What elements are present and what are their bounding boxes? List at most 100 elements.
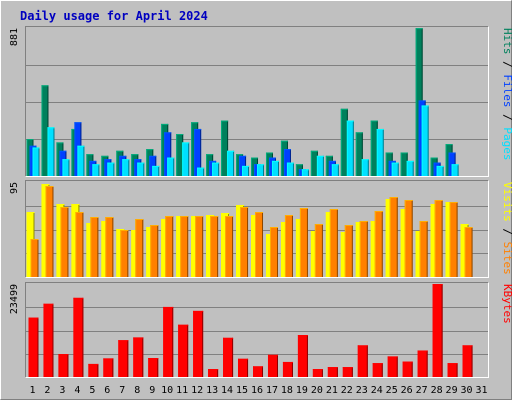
bar-hits-day-8-edge-left (131, 154, 133, 176)
bar-kbytes-day-29 (447, 363, 458, 377)
bar-visits-day-15-edge-left (236, 205, 238, 277)
bar-visits-day-21-edge-left (325, 212, 327, 277)
bar-pages-day-4-edge-right (83, 145, 85, 176)
bar-hits-day-26-edge-left (400, 152, 402, 176)
bar-sites-day-2 (45, 186, 54, 277)
bar-kbytes-day-4-fill (73, 297, 84, 377)
bar-pages-day-1-edge-right (38, 147, 40, 176)
bar-sites-day-22-edge-right (351, 225, 353, 277)
bar-kbytes-day-3 (58, 354, 69, 377)
bar-sites-day-4-edge-right (82, 212, 84, 277)
bar-kbytes-day-21-edge-top (327, 367, 338, 369)
panel-requests: 881 Hits / Files / Pages (9, 26, 512, 177)
bar-pages-day-13-edge-left (212, 162, 214, 176)
bar-pages-day-19-edge-right (307, 169, 309, 176)
bar-pages-day-10-edge-top (167, 157, 175, 159)
bar-sites-day-9-edge-left (150, 225, 152, 277)
bar-sites-day-18 (284, 215, 293, 277)
bar-kbytes-day-1-edge-left (28, 317, 30, 377)
bar-files-day-13-edge-left (209, 160, 211, 176)
bar-visits-day-10-edge-left (161, 219, 163, 277)
bar-sites-day-17-fill (269, 227, 278, 277)
bar-hits-day-24 (370, 120, 378, 176)
bar-hits-day-6-edge-top (101, 155, 109, 157)
bar-sites-day-17 (269, 227, 278, 277)
bar-kbytes-day-11 (178, 324, 189, 377)
legend-hits: Hits (501, 28, 512, 55)
bar-kbytes-day-26-edge-right (411, 361, 413, 377)
bar-hits-day-26-fill (400, 152, 408, 176)
bar-hits-day-11 (176, 134, 184, 176)
bar-pages-day-27-edge-left (421, 105, 423, 176)
bar-pages-day-29-fill (451, 164, 459, 176)
bar-pages-day-11-fill (182, 142, 190, 176)
bar-pages-day-22-fill (346, 120, 354, 176)
bar-hits-day-10-edge-top (161, 123, 169, 125)
bar-visits-day-7-edge-top (116, 229, 125, 230)
day-label-5: 5 (89, 385, 95, 396)
bar-files-day-12-fill (194, 128, 202, 176)
bar-visits-day-11-edge-left (176, 216, 178, 277)
bar-pages-day-19-fill (301, 169, 309, 176)
bar-kbytes-day-12 (193, 310, 204, 377)
bar-sites-day-13-edge-top (210, 216, 219, 217)
bar-pages-day-20-edge-right (322, 155, 324, 176)
bar-sites-day-30-fill (464, 227, 473, 277)
bar-kbytes-day-4 (73, 297, 84, 377)
bar-sites-day-22-edge-top (344, 225, 353, 226)
bar-kbytes-day-24 (372, 363, 383, 377)
bar-hits-day-15-edge-left (236, 154, 238, 176)
bar-files-day-13-edge-top (209, 160, 217, 162)
bar-kbytes-day-24-fill (372, 363, 383, 377)
bar-kbytes-day-28-fill (432, 284, 443, 377)
bar-kbytes-day-3-fill (58, 354, 69, 377)
bar-visits-day-4-edge-top (71, 204, 80, 205)
bar-pages-day-10 (167, 157, 175, 176)
bar-hits-day-28-edge-left (430, 157, 432, 176)
bar-kbytes-day-29-edge-top (447, 363, 458, 365)
panel-requests-legend: Hits / Files / Pages (501, 28, 512, 161)
bar-pages-day-2-edge-right (53, 127, 55, 176)
bar-hits-day-17-edge-left (265, 152, 267, 176)
bar-hits-day-2-edge-top (41, 85, 49, 87)
bar-sites-day-19-edge-left (299, 208, 301, 277)
bar-pages-day-22-edge-top (346, 120, 354, 122)
bar-hits-day-26-edge-top (400, 152, 408, 154)
bar-pages-day-4-edge-left (77, 145, 79, 176)
bar-sites-day-13-fill (210, 216, 219, 277)
day-label-15: 15 (236, 385, 248, 396)
bar-files-day-28-edge-top (433, 162, 441, 164)
bar-kbytes-day-24-edge-left (372, 363, 374, 377)
bar-pages-day-29 (451, 164, 459, 176)
bar-pages-day-24-edge-left (376, 128, 378, 176)
legend-separator: / (501, 108, 512, 128)
bar-files-day-21-edge-left (328, 160, 330, 176)
bar-visits-day-19-edge-left (295, 219, 297, 277)
bar-sites-day-13 (210, 216, 219, 277)
bar-pages-day-3 (62, 159, 70, 176)
bar-hits-day-23-edge-top (355, 132, 363, 134)
bar-files-day-17-edge-left (268, 157, 270, 176)
bar-sites-day-29 (449, 202, 458, 277)
panel-requests-ymax-label: 881 (9, 28, 20, 46)
bar-kbytes-day-7 (118, 340, 129, 377)
legend-visits: Visits (501, 182, 512, 222)
bar-visits-day-15-edge-top (236, 205, 245, 206)
panel-visits-ymax-label: 95 (9, 182, 20, 194)
bar-hits-day-3-edge-left (56, 142, 58, 176)
bar-kbytes-day-25-edge-top (387, 356, 398, 358)
bar-pages-day-10-fill (167, 157, 175, 176)
bar-files-day-1-edge-left (29, 145, 31, 176)
bar-hits-day-14 (221, 120, 229, 176)
bar-kbytes-day-5 (88, 363, 99, 377)
bar-kbytes-day-23-edge-top (357, 345, 368, 347)
bar-visits-day-8-edge-left (131, 230, 133, 277)
bar-kbytes-day-8-edge-right (142, 337, 144, 377)
day-label-27: 27 (416, 385, 428, 396)
bar-files-day-27-edge-left (418, 100, 420, 176)
bar-kbytes-day-20-edge-right (321, 369, 323, 377)
bar-sites-day-1 (30, 239, 39, 277)
bar-pages-day-16-edge-right (263, 164, 265, 176)
bar-pages-day-7-edge-left (122, 159, 124, 176)
bar-visits-day-4-edge-left (71, 204, 73, 277)
